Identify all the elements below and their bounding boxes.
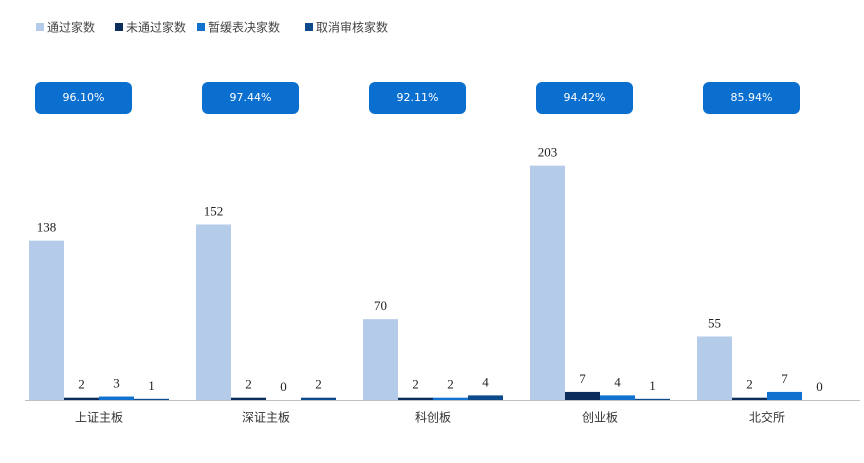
bar (301, 397, 336, 400)
data-label: 7 (781, 371, 788, 386)
bar (134, 398, 169, 400)
bar (697, 336, 732, 400)
bar (635, 398, 670, 400)
rate-box (35, 82, 132, 114)
data-label: 7 (579, 371, 586, 386)
legend-swatch (36, 23, 44, 31)
legend-label: 通过家数 (47, 20, 95, 35)
rate-box (369, 82, 466, 114)
bar (732, 397, 767, 400)
bar (196, 224, 231, 400)
data-label: 1 (148, 378, 155, 393)
x-tick-label: 创业板 (582, 411, 618, 425)
rate-label: 92.11% (397, 91, 439, 104)
data-label: 3 (113, 376, 120, 391)
data-label: 55 (708, 315, 721, 330)
legend-swatch (197, 23, 205, 31)
data-label: 4 (482, 374, 489, 389)
bar (29, 240, 64, 400)
legend-swatch (305, 23, 313, 31)
data-label: 70 (374, 298, 387, 313)
x-tick-label: 科创板 (415, 411, 451, 425)
bar (767, 391, 802, 400)
rate-box (703, 82, 800, 114)
legend-label: 暂缓表决家数 (208, 20, 280, 35)
data-label: 2 (315, 377, 322, 392)
legend-label: 取消审核家数 (316, 20, 388, 35)
data-label: 0 (280, 379, 287, 394)
bar (363, 319, 398, 400)
bar (433, 397, 468, 400)
legend-label: 未通过家数 (126, 20, 186, 35)
x-tick-label: 上证主板 (75, 411, 123, 425)
data-label: 4 (614, 374, 621, 389)
bar (600, 395, 635, 400)
bar (468, 395, 503, 400)
bar (231, 397, 266, 400)
bar (530, 165, 565, 400)
rate-box (536, 82, 633, 114)
legend-swatch (115, 23, 123, 31)
bar (99, 396, 134, 400)
bar (64, 397, 99, 400)
bar (565, 391, 600, 400)
data-label: 152 (204, 203, 224, 218)
rate-label: 96.10% (63, 91, 105, 104)
data-label: 203 (538, 145, 558, 160)
rate-label: 85.94% (731, 91, 773, 104)
rate-label: 94.42% (564, 91, 606, 104)
data-label: 1 (649, 378, 656, 393)
data-label: 138 (37, 220, 57, 235)
x-tick-label: 北交所 (749, 410, 785, 425)
bar (398, 397, 433, 400)
data-label: 2 (412, 377, 419, 392)
data-label: 0 (816, 379, 823, 394)
data-label: 2 (245, 377, 252, 392)
data-label: 2 (447, 377, 454, 392)
data-label: 2 (78, 377, 85, 392)
data-label: 2 (746, 377, 753, 392)
x-tick-label: 深证主板 (242, 411, 290, 425)
rate-label: 97.44% (230, 91, 272, 104)
rate-box (202, 82, 299, 114)
